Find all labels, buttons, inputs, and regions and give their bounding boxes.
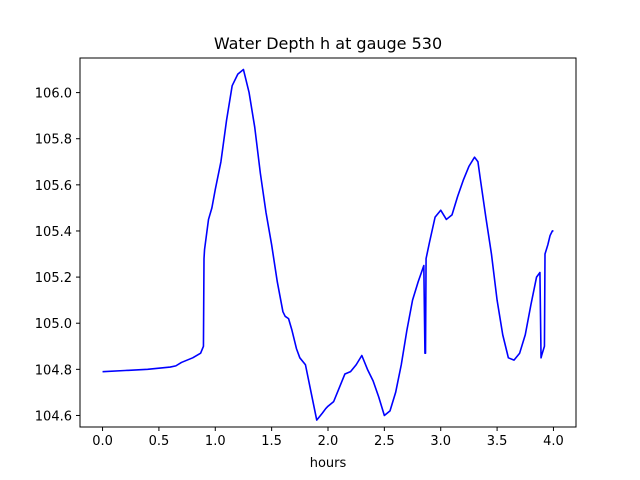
y-tick-label: 105.0: [35, 317, 72, 332]
x-axis: 0.0 0.5 1.0 1.5 2.0 2.5 3.0 3.5 4.0: [92, 427, 564, 449]
y-tick-label: 106.0: [35, 87, 72, 102]
x-tick-label: 3.5: [487, 434, 508, 449]
y-tick-label: 105.2: [35, 271, 72, 286]
x-tick-label: 2.0: [318, 434, 339, 449]
x-tick-label: 1.0: [205, 434, 226, 449]
y-tick-label: 105.6: [35, 179, 72, 194]
x-tick-label: 4.0: [543, 434, 564, 449]
x-tick-label: 2.5: [374, 434, 395, 449]
y-tick-label: 105.4: [35, 225, 72, 240]
x-tick-label: 3.0: [430, 434, 451, 449]
x-tick-label: 1.5: [261, 434, 282, 449]
y-axis: 104.6 104.8 105.0 105.2 105.4 105.6 105.8 106.0: [35, 87, 80, 424]
y-tick-label: 104.8: [35, 363, 72, 378]
x-axis-label: hours: [310, 456, 347, 471]
y-tick-label: 105.8: [35, 133, 72, 148]
x-tick-label: 0.0: [92, 434, 113, 449]
chart-title: Water Depth h at gauge 530: [214, 34, 442, 53]
x-tick-label: 0.5: [149, 434, 170, 449]
series-line: [102, 68, 554, 421]
y-tick-label: 104.6: [35, 409, 72, 424]
plot-area-frame: [79, 57, 577, 428]
